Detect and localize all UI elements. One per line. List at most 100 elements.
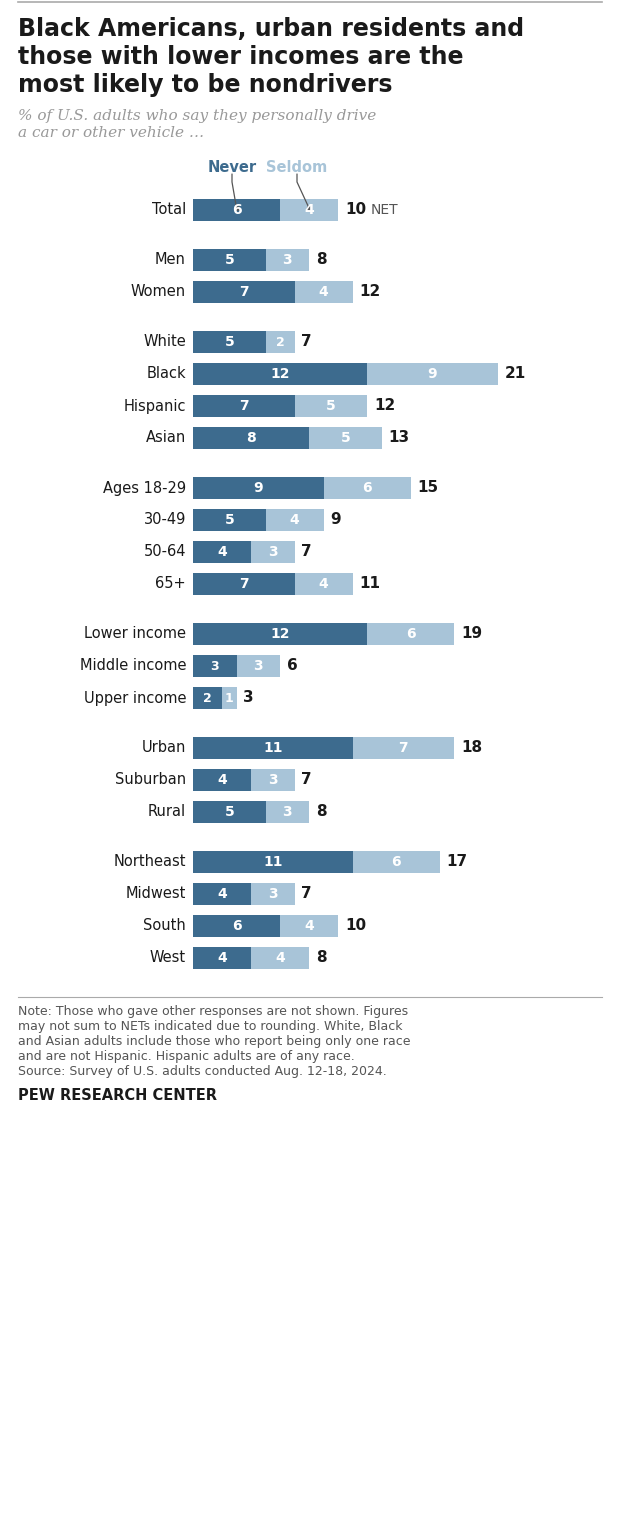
- Text: 6: 6: [232, 919, 241, 933]
- Bar: [367, 622, 454, 645]
- Text: 6: 6: [391, 855, 401, 869]
- Text: 6: 6: [232, 202, 241, 218]
- Bar: [324, 476, 410, 499]
- Bar: [193, 572, 294, 595]
- Text: Middle income: Middle income: [79, 659, 186, 674]
- Text: 4: 4: [290, 513, 299, 527]
- Text: South: South: [143, 918, 186, 933]
- Text: 13: 13: [389, 431, 410, 446]
- Text: 7: 7: [301, 335, 312, 350]
- Bar: [367, 364, 497, 385]
- Text: and are not Hispanic. Hispanic adults are of any race.: and are not Hispanic. Hispanic adults ar…: [18, 1050, 355, 1062]
- Text: 9: 9: [330, 513, 341, 528]
- Text: 30-49: 30-49: [144, 513, 186, 528]
- Text: 4: 4: [217, 773, 227, 787]
- Text: 12: 12: [360, 285, 381, 300]
- Bar: [309, 428, 381, 449]
- Text: Never: Never: [208, 160, 257, 175]
- Bar: [193, 947, 251, 970]
- Text: 12: 12: [374, 399, 396, 414]
- Text: 9: 9: [427, 367, 437, 380]
- Text: those with lower incomes are the: those with lower incomes are the: [18, 46, 464, 68]
- Bar: [193, 883, 251, 906]
- Bar: [280, 199, 338, 221]
- Text: 4: 4: [319, 577, 329, 591]
- Text: Hispanic: Hispanic: [123, 399, 186, 414]
- Text: 8: 8: [246, 431, 256, 444]
- Bar: [193, 364, 367, 385]
- Text: 7: 7: [399, 741, 408, 755]
- Text: 1: 1: [225, 691, 234, 705]
- Text: Note: Those who gave other responses are not shown. Figures: Note: Those who gave other responses are…: [18, 1005, 408, 1018]
- Bar: [193, 654, 236, 677]
- Text: Women: Women: [131, 285, 186, 300]
- Bar: [193, 801, 265, 823]
- Bar: [236, 654, 280, 677]
- Bar: [193, 769, 251, 791]
- Text: 11: 11: [263, 741, 283, 755]
- Text: 4: 4: [217, 887, 227, 901]
- Bar: [193, 915, 280, 938]
- Bar: [193, 428, 309, 449]
- Text: 10: 10: [345, 202, 366, 218]
- Bar: [193, 250, 265, 271]
- Text: % of U.S. adults who say they personally drive: % of U.S. adults who say they personally…: [18, 110, 376, 123]
- Text: 11: 11: [360, 577, 381, 592]
- Bar: [251, 769, 294, 791]
- Bar: [193, 476, 324, 499]
- Text: 11: 11: [263, 855, 283, 869]
- Text: PEW RESEARCH CENTER: PEW RESEARCH CENTER: [18, 1088, 217, 1103]
- Bar: [193, 737, 353, 759]
- Text: 3: 3: [283, 805, 292, 819]
- Text: 3: 3: [244, 691, 254, 706]
- Text: Rural: Rural: [148, 805, 186, 819]
- Text: Men: Men: [155, 253, 186, 268]
- Bar: [294, 396, 367, 417]
- Text: Northeast: Northeast: [113, 854, 186, 869]
- Text: Upper income: Upper income: [84, 691, 186, 706]
- Bar: [193, 199, 280, 221]
- Text: 3: 3: [254, 659, 263, 673]
- Text: 5: 5: [340, 431, 350, 444]
- Text: Urban: Urban: [141, 741, 186, 755]
- Text: 21: 21: [505, 367, 526, 382]
- Text: 4: 4: [304, 202, 314, 218]
- Text: West: West: [150, 951, 186, 965]
- Text: 2: 2: [203, 691, 212, 705]
- Text: 6: 6: [362, 481, 372, 495]
- Text: 3: 3: [268, 545, 278, 559]
- Text: Ages 18-29: Ages 18-29: [103, 481, 186, 496]
- Text: 9: 9: [254, 481, 263, 495]
- Text: 4: 4: [217, 545, 227, 559]
- Bar: [193, 540, 251, 563]
- Text: 8: 8: [316, 805, 327, 819]
- Text: Midwest: Midwest: [126, 886, 186, 901]
- Text: 6: 6: [287, 659, 298, 674]
- Text: may not sum to NETs indicated due to rounding. White, Black: may not sum to NETs indicated due to rou…: [18, 1020, 402, 1033]
- Bar: [193, 330, 265, 353]
- Text: 4: 4: [319, 285, 329, 298]
- Text: 15: 15: [417, 481, 438, 496]
- Text: Suburban: Suburban: [115, 773, 186, 787]
- Bar: [353, 851, 440, 874]
- Text: 3: 3: [268, 773, 278, 787]
- Text: 3: 3: [210, 659, 219, 673]
- Text: 6: 6: [405, 627, 415, 641]
- Text: 5: 5: [326, 399, 335, 412]
- Bar: [353, 737, 454, 759]
- Text: 7: 7: [301, 886, 312, 901]
- Bar: [193, 396, 294, 417]
- Text: 19: 19: [461, 627, 482, 641]
- Bar: [193, 282, 294, 303]
- Bar: [193, 622, 367, 645]
- Bar: [294, 572, 353, 595]
- Bar: [294, 282, 353, 303]
- Bar: [193, 851, 353, 874]
- Text: 7: 7: [301, 773, 312, 787]
- Text: 18: 18: [461, 741, 482, 755]
- Text: 4: 4: [275, 951, 285, 965]
- Text: 3: 3: [283, 253, 292, 266]
- Text: 7: 7: [239, 399, 249, 412]
- Bar: [193, 686, 222, 709]
- Bar: [265, 330, 294, 353]
